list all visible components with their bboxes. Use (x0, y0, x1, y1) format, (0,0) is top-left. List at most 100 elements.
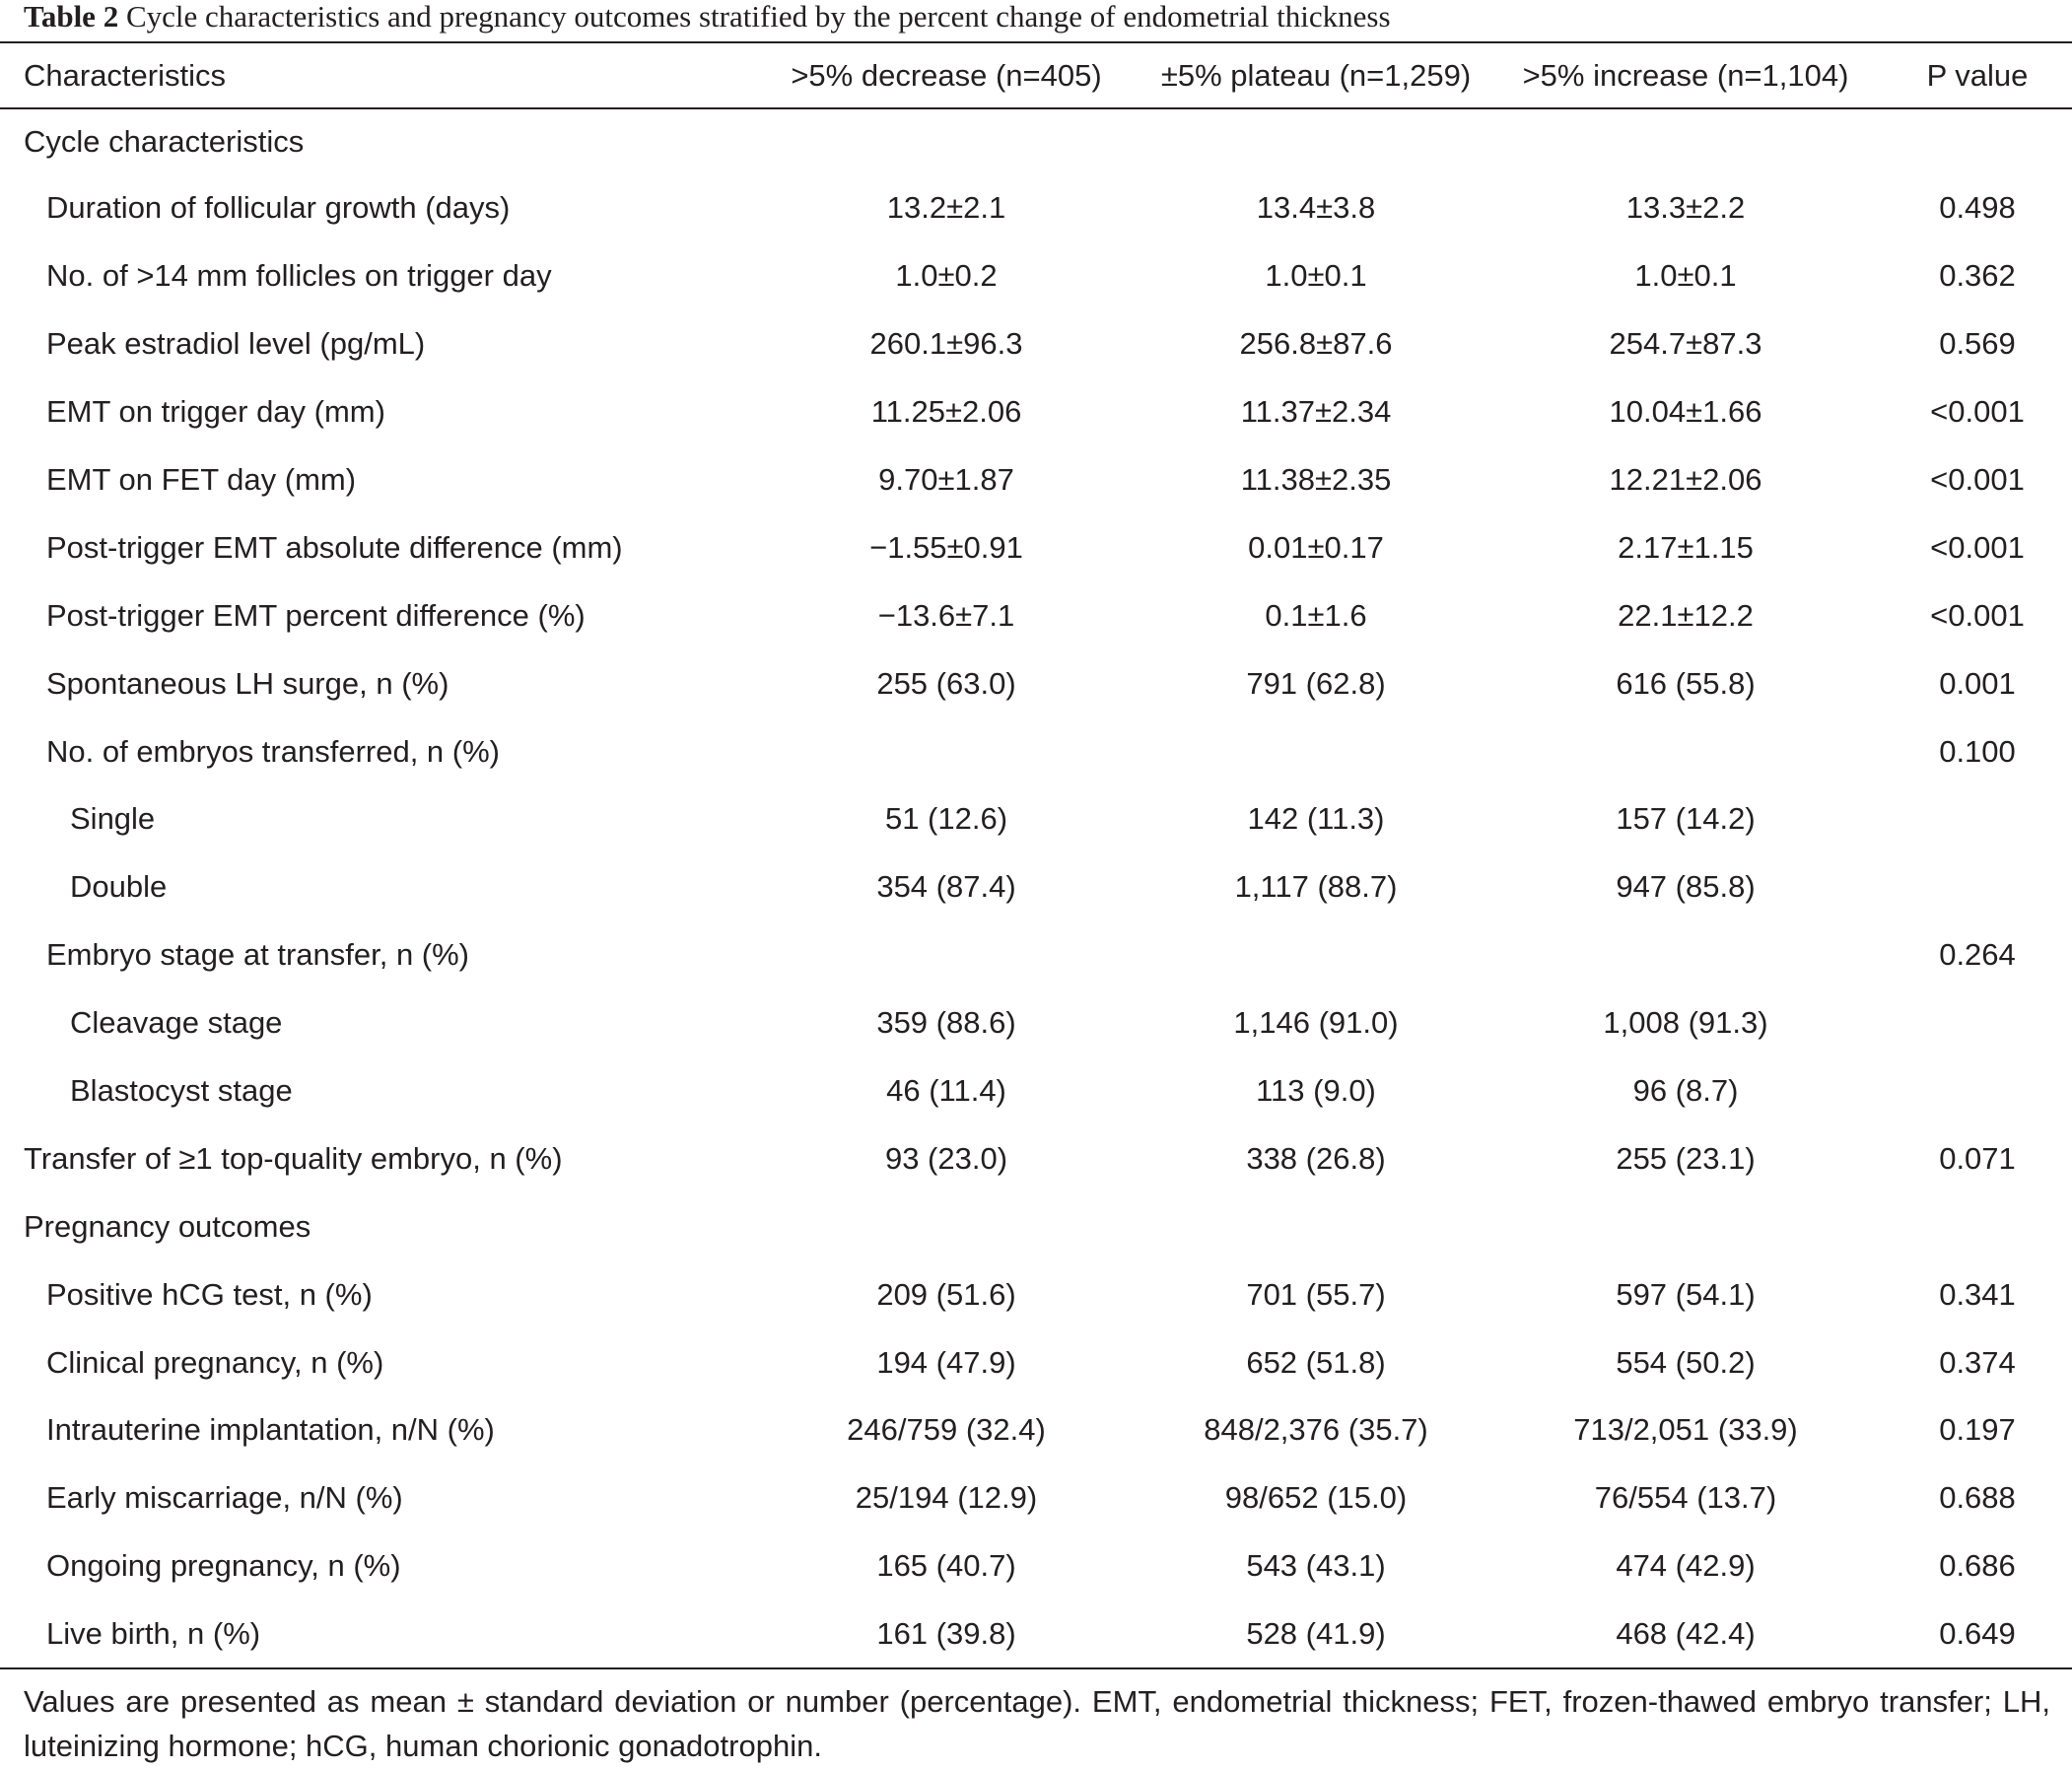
increase-cell: 597 (54.1) (1616, 1276, 1756, 1312)
plateau-cell: 791 (62.8) (1246, 665, 1386, 701)
decrease-cell: 46 (11.4) (886, 1073, 1006, 1109)
increase-cell (1488, 1192, 1883, 1260)
plateau-cell: 98/652 (15.0) (1224, 1480, 1408, 1516)
increase-cell: 554 (50.2) (1616, 1344, 1756, 1380)
table-row: Pregnancy outcomes (0, 1192, 2072, 1260)
p-value-cell: 0.341 (1939, 1276, 2016, 1312)
plateau-cell: 11.38±2.35 (1240, 462, 1392, 497)
table-row: Live birth, n (%) 161 (39.8) 528 (41.9) 468… (0, 1600, 2072, 1668)
row-label: Live birth, n (%) (46, 1616, 261, 1652)
table-footnote: Values are presented as mean ± standard … (24, 1684, 2050, 1763)
p-value-cell: 0.374 (1939, 1344, 2016, 1380)
table-row: Post-trigger EMT percent difference (%) −… (0, 581, 2072, 649)
table-row: Duration of follicular growth (days) 13.2… (0, 174, 2072, 242)
header-plateau: ±5% plateau (n=1,259) (1160, 58, 1472, 93)
table-caption-text: Cycle characteristics and pregnancy outc… (125, 0, 1391, 34)
p-value-cell: 0.649 (1939, 1616, 2016, 1652)
top-rule (0, 41, 2072, 43)
table-row: EMT on FET day (mm) 9.70±1.87 11.38±2.35 12… (0, 446, 2072, 514)
row-label: No. of >14 mm follicles on trigger day (46, 258, 552, 294)
table-row: Peak estradiol level (pg/mL) 260.1±96.3 25… (0, 310, 2072, 378)
plateau-cell: 1,117 (88.7) (1234, 869, 1398, 905)
p-value-cell: 0.569 (1939, 326, 2016, 362)
decrease-cell (749, 108, 1143, 174)
decrease-cell: −13.6±7.1 (877, 597, 1015, 633)
p-value-cell: 0.686 (1939, 1548, 2016, 1584)
increase-cell: 157 (14.2) (1616, 801, 1756, 837)
p-value-cell: 0.362 (1939, 258, 2016, 294)
table-row: Transfer of ≥1 top-quality embryo, n (%)… (0, 1124, 2072, 1192)
p-value-cell: 0.264 (1939, 937, 2016, 973)
p-value-cell: 0.100 (1939, 733, 2016, 769)
p-value-cell: <0.001 (1930, 529, 2025, 565)
row-label: EMT on FET day (mm) (46, 462, 357, 497)
table-row: Single 51 (12.6) 142 (11.3) 157 (14.2) (0, 785, 2072, 853)
p-value-cell: 0.197 (1939, 1412, 2016, 1448)
plateau-cell: 528 (41.9) (1246, 1616, 1386, 1652)
p-value-cell: 0.688 (1939, 1480, 2016, 1516)
p-value-cell (1883, 785, 2072, 853)
header-decrease: >5% decrease (n=405) (791, 58, 1102, 93)
table-row: Cycle characteristics (0, 108, 2072, 174)
decrease-cell: 9.70±1.87 (878, 462, 1014, 497)
header-row: Characteristics >5% decrease (n=405) ±5%… (0, 43, 2072, 108)
plateau-cell: 142 (11.3) (1247, 801, 1385, 837)
table-caption: Table 2 Cycle characteristics and pregna… (24, 0, 1391, 39)
row-label: Ongoing pregnancy, n (%) (46, 1548, 401, 1584)
decrease-cell: 359 (88.6) (876, 1005, 1016, 1041)
decrease-cell (749, 717, 1143, 785)
row-label: Cleavage stage (70, 1005, 283, 1041)
increase-cell: 1.0±0.1 (1634, 258, 1737, 294)
plateau-cell: 13.4±3.8 (1256, 190, 1376, 226)
decrease-cell: 255 (63.0) (876, 665, 1016, 701)
increase-cell: 1,008 (91.3) (1603, 1005, 1768, 1041)
decrease-cell: 25/194 (12.9) (855, 1480, 1038, 1516)
p-value-cell: 0.071 (1939, 1140, 2016, 1176)
plateau-cell: 113 (9.0) (1256, 1073, 1376, 1109)
decrease-cell (749, 1192, 1143, 1260)
plateau-cell: 1.0±0.1 (1265, 258, 1367, 294)
row-label: Single (70, 801, 156, 837)
increase-cell (1488, 108, 1883, 174)
decrease-cell: 260.1±96.3 (869, 326, 1023, 362)
bottom-rule (0, 1667, 2072, 1669)
decrease-cell: 11.25±2.06 (870, 394, 1022, 430)
increase-cell (1488, 921, 1883, 989)
row-label: Pregnancy outcomes (24, 1208, 311, 1244)
plateau-cell (1143, 717, 1488, 785)
header-rule (0, 107, 2072, 109)
decrease-cell: 209 (51.6) (876, 1276, 1016, 1312)
row-label: Double (70, 869, 168, 905)
decrease-cell: 165 (40.7) (876, 1548, 1016, 1584)
increase-cell: 76/554 (13.7) (1594, 1480, 1777, 1516)
row-label: Embryo stage at transfer, n (%) (46, 937, 470, 973)
plateau-cell: 338 (26.8) (1246, 1140, 1386, 1176)
decrease-cell: 1.0±0.2 (895, 258, 998, 294)
row-label: Early miscarriage, n/N (%) (46, 1480, 403, 1516)
increase-cell: 10.04±1.66 (1609, 394, 1762, 430)
p-value-cell: 0.001 (1939, 665, 2016, 701)
increase-cell: 616 (55.8) (1616, 665, 1756, 701)
p-value-cell: <0.001 (1930, 394, 2025, 430)
increase-cell: 468 (42.4) (1616, 1616, 1756, 1652)
decrease-cell: −1.55±0.91 (869, 529, 1023, 565)
plateau-cell: 701 (55.7) (1246, 1276, 1386, 1312)
increase-cell (1488, 717, 1883, 785)
table-body: Cycle characteristics Duration of follicu… (0, 108, 2072, 1668)
decrease-cell (749, 921, 1143, 989)
increase-cell: 947 (85.8) (1616, 869, 1756, 905)
p-value-cell: <0.001 (1930, 462, 2025, 497)
row-label: Transfer of ≥1 top-quality embryo, n (%) (24, 1140, 563, 1176)
table-row: Intrauterine implantation, n/N (%) 246/75… (0, 1396, 2072, 1464)
increase-cell: 13.3±2.2 (1625, 190, 1746, 226)
plateau-cell (1143, 921, 1488, 989)
row-label: Post-trigger EMT percent difference (%) (46, 597, 586, 633)
increase-cell: 713/2,051 (33.9) (1573, 1412, 1798, 1448)
row-label: No. of embryos transferred, n (%) (46, 733, 500, 769)
table-row: Cleavage stage 359 (88.6) 1,146 (91.0) 1,00… (0, 989, 2072, 1057)
table-row: Spontaneous LH surge, n (%) 255 (63.0) 791… (0, 649, 2072, 717)
table-row: EMT on trigger day (mm) 11.25±2.06 11.37±2… (0, 378, 2072, 446)
increase-cell: 22.1±12.2 (1618, 597, 1754, 633)
row-label: EMT on trigger day (mm) (46, 394, 385, 430)
